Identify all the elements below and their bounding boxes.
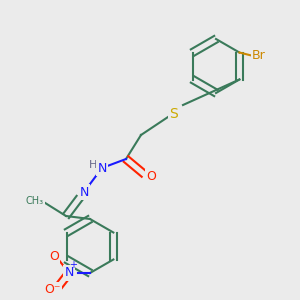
Text: H: H <box>89 160 97 170</box>
Text: N: N <box>79 185 89 199</box>
Text: N: N <box>64 266 74 280</box>
Text: +: + <box>70 260 77 271</box>
Text: S: S <box>169 107 178 121</box>
Text: O: O <box>147 170 156 184</box>
Text: O: O <box>49 250 59 263</box>
Text: Br: Br <box>252 49 266 62</box>
Text: O⁻: O⁻ <box>44 283 61 296</box>
Text: N: N <box>97 161 107 175</box>
Text: CH₃: CH₃ <box>26 196 44 206</box>
